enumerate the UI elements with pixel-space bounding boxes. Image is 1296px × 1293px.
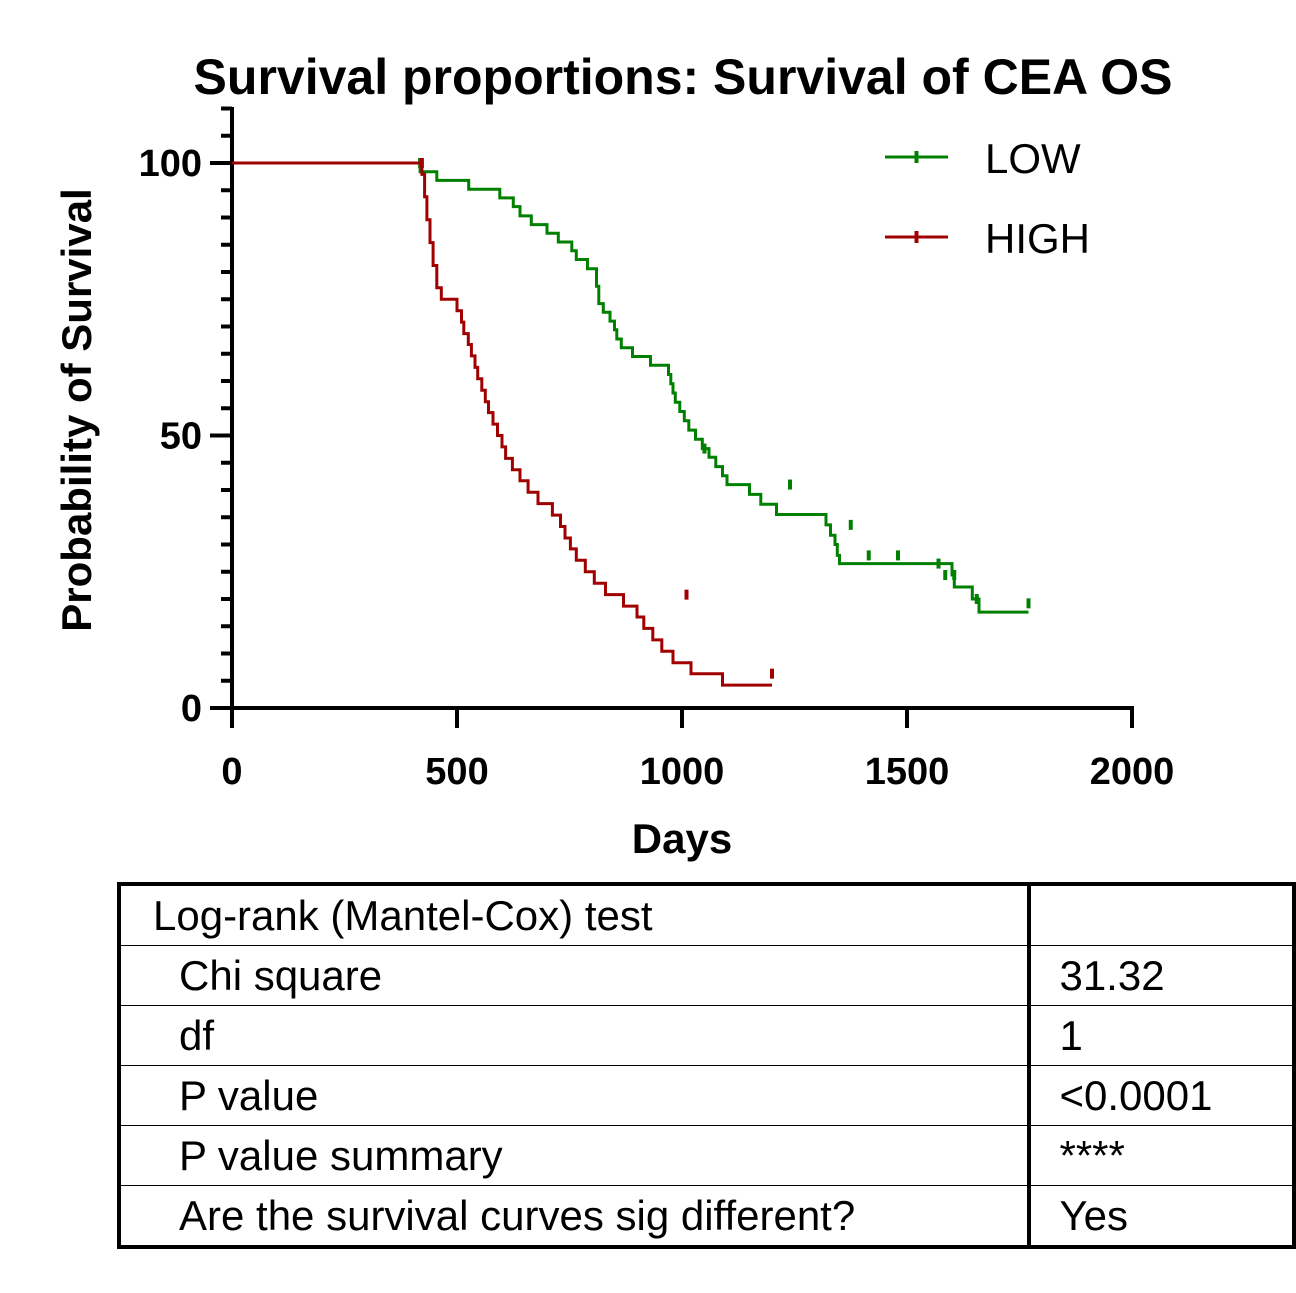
x-tick-label: 2000: [1090, 751, 1175, 793]
table-row-value: ****: [1028, 1125, 1295, 1186]
table-row: P value <0.0001: [118, 1065, 1295, 1126]
chart-title: Survival proportions: Survival of CEA OS: [194, 49, 1173, 105]
table-row-value: [1028, 883, 1295, 946]
table-row: P value summary ****: [118, 1125, 1295, 1186]
legend-low-label: LOW: [985, 135, 1081, 182]
table-row-label: df: [118, 1005, 1032, 1066]
x-axis-label: Days: [632, 815, 732, 862]
table-row-value: 1: [1028, 1005, 1295, 1066]
series-high-line: [232, 161, 772, 687]
table-row: Are the survival curves sig different? Ye…: [118, 1185, 1295, 1248]
x-tick-label: 1000: [640, 751, 725, 793]
survival-curves: [232, 158, 1031, 687]
legend: LOW HIGH: [885, 135, 1090, 262]
survival-chart: Survival proportions: Survival of CEA OS…: [53, 49, 1175, 862]
table-row-value: Yes: [1028, 1185, 1295, 1248]
y-tick-label: 0: [181, 688, 202, 730]
table-row-label: P value: [118, 1065, 1032, 1126]
table-row-value: 31.32: [1028, 945, 1295, 1006]
x-tick-label: 500: [425, 751, 488, 793]
x-tick-label: 0: [221, 751, 242, 793]
table-row: Chi square 31.32: [118, 945, 1295, 1006]
y-tick-label: 100: [139, 143, 202, 185]
series-low-line: [232, 161, 1029, 614]
legend-high-label: HIGH: [985, 215, 1090, 262]
y-axis-label: Probability of Survival: [53, 188, 100, 631]
table-row-label: Are the survival curves sig different?: [118, 1185, 1032, 1248]
table-row-label: P value summary: [118, 1125, 1032, 1186]
table-row-value: <0.0001: [1028, 1065, 1295, 1126]
table-row: Log-rank (Mantel-Cox) test: [118, 883, 1295, 946]
table-row-label: Chi square: [118, 945, 1032, 1006]
table-row-label: Log-rank (Mantel-Cox) test: [118, 883, 1032, 946]
y-tick-label: 50: [160, 416, 202, 458]
table-row: df 1: [118, 1005, 1295, 1066]
x-tick-label: 1500: [865, 751, 950, 793]
log-rank-test-table: Log-rank (Mantel-Cox) test Chi square 31.3…: [117, 882, 1296, 1249]
